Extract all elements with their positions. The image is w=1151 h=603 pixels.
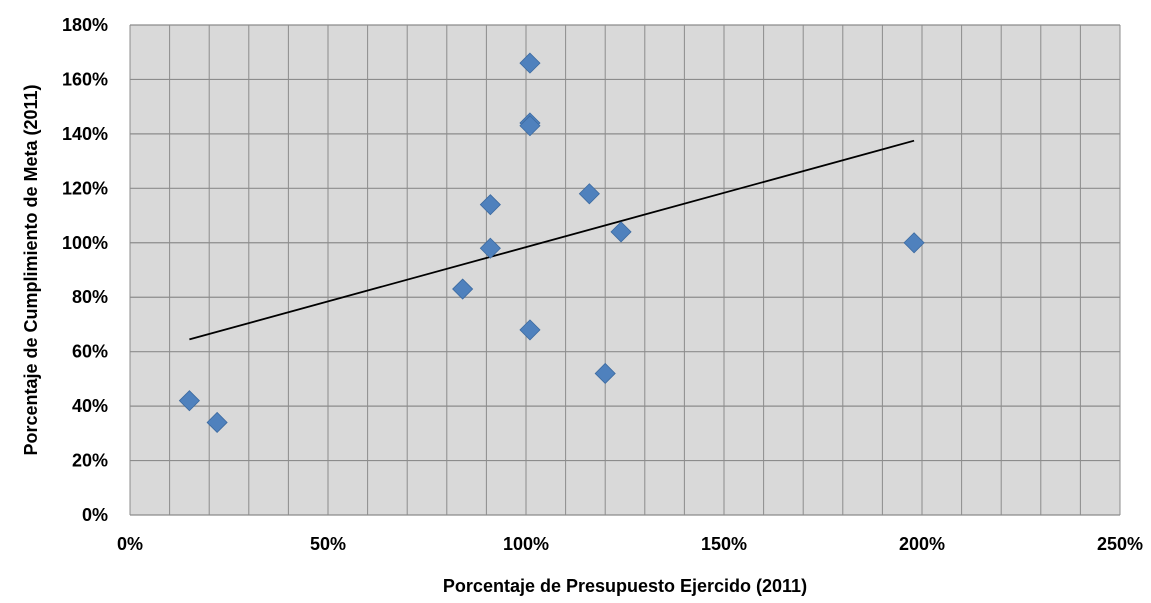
y-tick-label: 40% bbox=[72, 396, 108, 416]
y-tick-label: 180% bbox=[62, 15, 108, 35]
y-axis-title: Porcentaje de Cumplimiento de Meta (2011… bbox=[21, 84, 41, 455]
y-tick-label: 120% bbox=[62, 178, 108, 198]
y-tick-label: 20% bbox=[72, 451, 108, 471]
y-tick-label: 100% bbox=[62, 233, 108, 253]
x-tick-label: 100% bbox=[503, 534, 549, 554]
data-point bbox=[519, 319, 541, 341]
data-point bbox=[519, 115, 541, 137]
data-point bbox=[610, 221, 632, 243]
data-point bbox=[519, 52, 541, 74]
x-tick-label: 50% bbox=[310, 534, 346, 554]
y-tick-label: 140% bbox=[62, 124, 108, 144]
y-axis-tick-labels: 0% 20% 40% 60% 80% 100% 120% 140% 160% 180% bbox=[62, 15, 108, 525]
data-point bbox=[903, 232, 925, 254]
data-point bbox=[206, 411, 228, 434]
data-point bbox=[479, 194, 501, 216]
data-point bbox=[594, 362, 616, 385]
data-point bbox=[452, 278, 474, 300]
major-gridlines bbox=[130, 24, 1120, 516]
x-tick-label: 250% bbox=[1097, 534, 1143, 554]
data-point bbox=[479, 237, 501, 259]
y-tick-label: 60% bbox=[72, 342, 108, 362]
trendline bbox=[189, 139, 915, 341]
minor-gridlines bbox=[129, 25, 1121, 515]
x-tick-label: 200% bbox=[899, 534, 945, 554]
y-tick-label: 160% bbox=[62, 69, 108, 89]
data-point bbox=[578, 183, 600, 205]
data-points bbox=[178, 52, 925, 434]
x-axis-title: Porcentaje de Presupuesto Ejercido (2011… bbox=[443, 576, 807, 596]
x-tick-label: 150% bbox=[701, 534, 747, 554]
x-tick-label: 0% bbox=[117, 534, 143, 554]
x-axis-tick-labels: 0% 50% 100% 150% 200% 250% bbox=[117, 534, 1143, 554]
plot-area bbox=[130, 25, 1120, 515]
data-point bbox=[178, 390, 200, 412]
y-tick-label: 80% bbox=[72, 287, 108, 307]
y-tick-label: 0% bbox=[82, 505, 108, 525]
